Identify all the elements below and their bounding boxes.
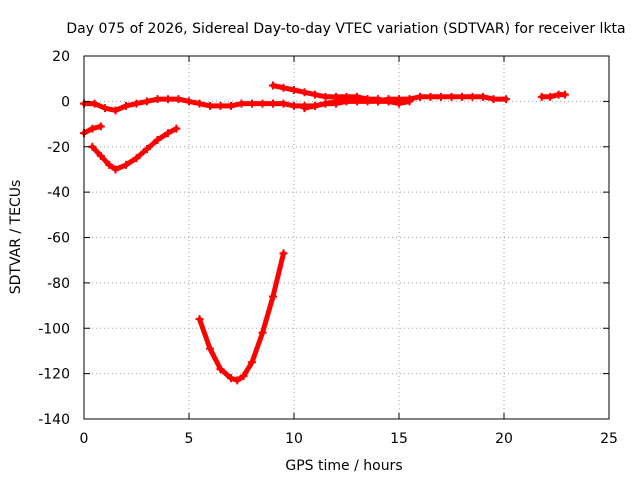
data-point: [546, 92, 555, 101]
data-point: [374, 97, 382, 106]
data-point: [206, 344, 214, 353]
data-series: [80, 81, 569, 385]
series-trace: [89, 126, 179, 172]
data-point: [489, 95, 498, 104]
data-point: [105, 160, 114, 169]
y-tick-label: 0: [61, 94, 70, 110]
x-axis-label: GPS time / hours: [285, 458, 402, 474]
data-point: [384, 97, 393, 106]
data-point: [332, 97, 340, 106]
data-point: [300, 104, 309, 113]
data-point: [195, 315, 204, 324]
axis-ticks: 0 5 10 15 20 25 20 0 -20 -40 -60 -80 -100 -120 -140: [38, 49, 618, 447]
data-point: [290, 101, 298, 110]
data-point: [269, 81, 277, 90]
data-point: [426, 92, 435, 101]
data-point: [258, 99, 267, 108]
data-point: [321, 99, 330, 108]
data-point: [248, 99, 256, 108]
data-point: [502, 95, 511, 104]
x-tick-label: 25: [600, 431, 618, 447]
x-tick-label: 15: [390, 431, 408, 447]
data-point: [300, 88, 309, 97]
data-point: [437, 92, 445, 101]
data-point: [458, 92, 466, 101]
data-point: [101, 104, 109, 113]
data-point: [132, 99, 141, 108]
data-point: [227, 374, 235, 383]
data-point: [96, 151, 105, 160]
data-point: [353, 95, 361, 104]
x-tick-label: 20: [495, 431, 513, 447]
grid-lines: [84, 56, 609, 419]
data-point: [258, 328, 267, 337]
data-point: [227, 101, 235, 110]
y-tick-label: -40: [47, 185, 70, 201]
data-point: [143, 97, 151, 106]
data-point: [164, 95, 172, 104]
data-point: [560, 90, 569, 99]
data-point: [479, 92, 487, 101]
series-track-g-deep: [195, 249, 288, 385]
data-point: [405, 97, 414, 106]
data-point: [279, 249, 288, 258]
data-point: [143, 145, 151, 154]
y-axis-label: SDTVAR / TECUs: [8, 180, 24, 295]
data-point: [416, 92, 424, 101]
data-point: [468, 92, 477, 101]
data-point: [269, 99, 277, 108]
y-tick-label: -20: [47, 140, 70, 156]
data-point: [122, 101, 130, 110]
data-point: [164, 129, 172, 138]
data-point: [153, 135, 162, 144]
data-point: [88, 124, 97, 133]
data-point: [172, 124, 181, 133]
y-tick-label: -100: [38, 321, 70, 337]
data-point: [279, 99, 288, 108]
data-point: [96, 122, 105, 131]
y-tick-label: -120: [38, 367, 70, 383]
data-point: [279, 83, 288, 92]
data-point: [248, 358, 256, 367]
data-point: [342, 95, 351, 104]
data-point: [153, 95, 162, 104]
data-point: [447, 92, 456, 101]
data-point: [132, 154, 141, 163]
plot-background: [84, 56, 609, 419]
y-tick-label: -140: [38, 412, 70, 428]
data-point: [111, 106, 120, 115]
series-track-f-dip: [88, 124, 181, 174]
data-point: [321, 92, 330, 101]
data-point: [311, 101, 319, 110]
y-tick-label: 20: [52, 49, 70, 65]
data-point: [363, 95, 372, 104]
x-tick-label: 10: [285, 431, 303, 447]
data-point: [174, 95, 183, 104]
data-point: [311, 90, 319, 99]
data-point: [90, 99, 99, 108]
data-point: [537, 92, 546, 101]
x-tick-label: 0: [80, 431, 89, 447]
data-point: [216, 365, 225, 374]
series-track-d-late: [537, 90, 569, 101]
data-point: [206, 101, 214, 110]
data-point: [111, 165, 120, 174]
data-point: [269, 292, 277, 301]
series-trace: [197, 250, 286, 383]
data-point: [239, 371, 248, 380]
data-point: [233, 376, 242, 385]
y-tick-label: -80: [47, 276, 70, 292]
data-point: [195, 99, 204, 108]
data-point: [185, 97, 193, 106]
x-tick-label: 5: [185, 431, 194, 447]
series-track-c-lower: [300, 95, 414, 113]
y-tick-label: -60: [47, 231, 70, 247]
data-point: [122, 160, 130, 169]
chart-title: Day 075 of 2026, Sidereal Day-to-day VTE…: [66, 21, 625, 37]
data-point: [237, 99, 246, 108]
data-point: [395, 99, 403, 108]
data-point: [216, 101, 225, 110]
data-point: [290, 86, 298, 95]
